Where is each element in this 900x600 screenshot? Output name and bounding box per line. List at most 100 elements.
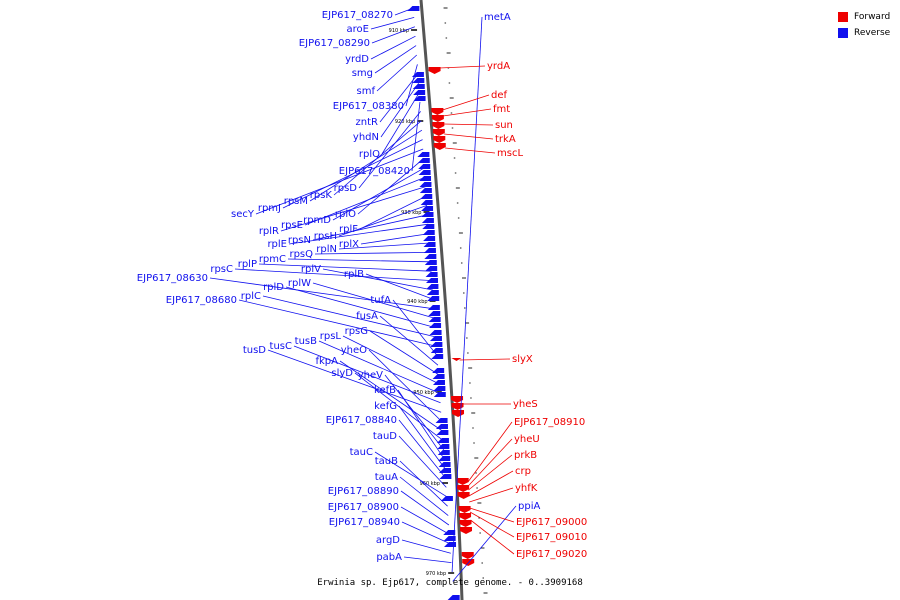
reverse-gene-block xyxy=(433,392,446,397)
gene-label-forward: def xyxy=(491,90,508,101)
leader-line xyxy=(380,82,420,138)
gene-label-reverse: rpsN xyxy=(288,235,311,246)
leader-line xyxy=(398,405,446,469)
gene-label-reverse: fkpA xyxy=(316,356,339,367)
gene-label-reverse: rpsL xyxy=(320,331,342,342)
leader-line xyxy=(401,521,451,545)
gene-label-reverse: rplD xyxy=(263,282,284,293)
leader-line xyxy=(376,54,418,92)
gene-label-reverse: rplC xyxy=(241,291,261,302)
leader-line xyxy=(280,186,426,232)
leader-line xyxy=(370,35,416,60)
leader-line xyxy=(452,505,517,582)
leader-line xyxy=(469,487,514,503)
gene-label-reverse: rplR xyxy=(259,226,279,237)
reverse-gene-block xyxy=(432,374,445,379)
gene-label-reverse: yheV xyxy=(358,370,383,381)
reverse-gene-block xyxy=(427,305,440,310)
gene-label-reverse: rpsG xyxy=(345,326,368,337)
reverse-gene-block xyxy=(412,84,425,89)
gene-label-forward: mscL xyxy=(497,148,523,159)
forward-gene-block xyxy=(431,115,444,122)
gene-label-reverse: rplP xyxy=(238,259,257,270)
gene-label-forward: sun xyxy=(495,120,513,131)
leader-line xyxy=(394,7,414,16)
reverse-gene-block xyxy=(423,236,436,241)
leader-line xyxy=(439,65,486,69)
gene-label-reverse: zntR xyxy=(356,117,379,128)
reverse-gene-block xyxy=(428,317,441,322)
reverse-gene-block xyxy=(418,170,431,175)
leader-line xyxy=(469,507,515,523)
gene-blocks xyxy=(407,6,475,600)
gene-labels: EJP617_08270 aroE EJP617_08290 yrdD smg smf EJ… xyxy=(137,10,587,563)
position-dots xyxy=(443,7,488,594)
reverse-gene-block xyxy=(419,182,432,187)
reverse-gene-block xyxy=(444,542,457,547)
reverse-gene-block xyxy=(439,474,452,479)
reverse-gene-block xyxy=(420,200,433,205)
gene-label-reverse: yrdD xyxy=(345,54,369,65)
leader-line xyxy=(468,470,514,497)
leader-line xyxy=(467,438,513,487)
reverse-gene-block xyxy=(430,348,443,353)
gene-label-reverse: tauB xyxy=(375,456,398,467)
reverse-gene-block xyxy=(407,6,420,11)
forward-gene-block xyxy=(456,478,469,485)
gene-label-forward: crp xyxy=(515,466,531,477)
leader-line xyxy=(258,263,432,272)
leader-line xyxy=(318,340,441,394)
gene-label-reverse: rpsE xyxy=(281,220,303,231)
gene-label-reverse: metA xyxy=(484,12,511,23)
leader-line xyxy=(309,129,423,202)
forward-gene-block xyxy=(428,67,441,74)
reverse-gene-block xyxy=(447,595,460,600)
leader-line xyxy=(238,299,437,347)
scale-tick-label: 920 kbp xyxy=(395,119,415,125)
reverse-gene-block xyxy=(438,468,451,473)
gene-label-reverse: aroE xyxy=(347,24,369,35)
gene-label-reverse: rpsK xyxy=(310,190,333,201)
reverse-gene-block xyxy=(426,290,439,295)
leader-line xyxy=(469,511,515,538)
leader-line xyxy=(445,147,496,154)
gene-label-reverse: tufA xyxy=(370,295,391,306)
leader-line xyxy=(397,389,445,460)
leader-line xyxy=(374,451,448,498)
reverse-gene-block xyxy=(417,152,430,157)
gene-label-forward: EJP617_09020 xyxy=(516,549,587,560)
reverse-gene-block xyxy=(428,311,441,316)
gene-label-reverse: tusD xyxy=(243,345,266,356)
gene-label-reverse: rplW xyxy=(288,278,311,289)
reverse-gene-block xyxy=(419,176,432,181)
gene-label-reverse: rplV xyxy=(301,264,321,275)
leader-line xyxy=(369,330,439,375)
reverse-gene-block xyxy=(425,272,438,277)
leader-line xyxy=(400,490,450,526)
leader-line xyxy=(312,214,428,241)
gene-label-reverse: rpsQ xyxy=(289,249,313,260)
reverse-gene-block xyxy=(424,260,437,265)
gene-label-reverse: EJP617_08890 xyxy=(328,486,399,497)
leader-line xyxy=(255,148,424,215)
leader-line xyxy=(467,421,513,483)
gene-label-reverse: rpsH xyxy=(314,231,337,242)
leader-line xyxy=(293,345,441,404)
gene-label-reverse: rpmC xyxy=(259,254,286,265)
leader-line xyxy=(398,435,447,488)
reverse-swatch xyxy=(838,28,848,38)
gene-label-reverse: fusA xyxy=(356,311,378,322)
leader-line xyxy=(384,374,445,451)
leader-line xyxy=(370,17,415,30)
leader-line xyxy=(282,139,423,209)
scale-tick-label: 970 kbp xyxy=(426,571,446,577)
strand-legend: Forward Reverse xyxy=(838,9,890,41)
leader-line xyxy=(342,335,440,385)
gene-label-reverse: ppiA xyxy=(518,501,540,512)
leader-line xyxy=(411,101,421,172)
reverse-gene-block xyxy=(418,164,431,169)
scale-tick-label: 930 kbp xyxy=(401,210,421,216)
leader-line xyxy=(379,315,439,366)
gene-label-reverse: EJP617_08680 xyxy=(166,295,237,306)
gene-label-reverse: kefB xyxy=(374,385,396,396)
